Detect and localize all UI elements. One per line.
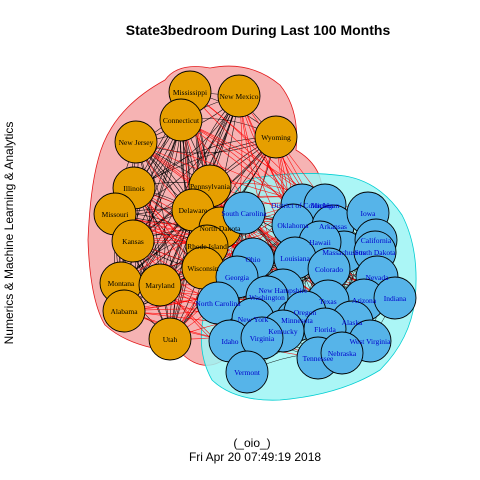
y-axis-label: Numerics & Machine Learning & Analytics	[2, 122, 16, 345]
node-utah	[148, 317, 192, 361]
node-label: Minnesota	[281, 316, 313, 325]
node-vermont	[225, 350, 269, 394]
node-label: Texas	[319, 297, 336, 306]
node-label: South Carolina	[221, 209, 267, 218]
node-label: Kansas	[122, 237, 144, 246]
node-circle	[254, 115, 298, 159]
plot-title: State3bedroom During Last 100 Months	[126, 22, 391, 38]
node-circle	[138, 263, 182, 307]
node-nebraska	[320, 331, 364, 375]
node-label: Missouri	[102, 210, 129, 219]
node-circle	[148, 317, 192, 361]
node-label: Florida	[314, 325, 336, 334]
node-label: District of Columbia	[271, 201, 334, 210]
node-label: Oklahoma	[277, 221, 309, 230]
node-label: South Dakota	[354, 248, 396, 257]
node-label: Georgia	[225, 273, 250, 282]
node-label: Alabama	[110, 307, 138, 316]
node-circle	[217, 74, 261, 118]
node-circle	[111, 219, 155, 263]
node-wyoming	[254, 115, 298, 159]
node-label: New Mexico	[220, 92, 259, 101]
edge	[135, 141, 171, 340]
node-indiana	[373, 276, 417, 320]
node-kansas	[111, 219, 155, 263]
node-label: Alaska	[342, 318, 363, 327]
node-circle	[373, 276, 417, 320]
node-label: Iowa	[361, 209, 377, 218]
node-label: Delaware	[179, 206, 208, 215]
node-circle	[114, 120, 158, 164]
node-label: Virginia	[250, 334, 275, 343]
node-circle	[159, 98, 203, 142]
node-label: Montana	[108, 279, 135, 288]
node-label: Maryland	[145, 281, 174, 290]
node-label: New Hampshire	[259, 286, 309, 295]
node-circle	[320, 331, 364, 375]
sub-label: (_oio_)	[233, 436, 270, 450]
node-label: Nevada	[366, 273, 390, 282]
node-label: Washington	[249, 293, 285, 302]
node-label: Hawaii	[309, 238, 331, 247]
node-new-jersey	[114, 120, 158, 164]
node-circle	[102, 289, 146, 333]
node-label: Ohio	[246, 255, 261, 264]
node-label: North Carolina	[195, 299, 241, 308]
node-label: California	[361, 236, 392, 245]
node-label: Illinois	[123, 184, 144, 193]
node-label: Connecticut	[163, 116, 200, 125]
node-label: New Jersey	[119, 138, 154, 147]
node-label: Pennsylvania	[190, 182, 231, 191]
node-label: Indiana	[384, 294, 407, 303]
node-label: Louisiana	[280, 254, 310, 263]
node-label: Wisconsin	[187, 264, 219, 273]
node-label: Oregon	[294, 308, 317, 317]
node-label: Massachusetts	[322, 248, 365, 257]
node-new-mexico	[217, 74, 261, 118]
node-circle	[225, 350, 269, 394]
node-label: Arkansas	[319, 222, 347, 231]
node-label: Mississippi	[173, 88, 207, 97]
node-layer: Mississippi New Mexico Connecticut New Jers…	[93, 70, 417, 394]
node-label: Idaho	[221, 337, 238, 346]
node-label: Colorado	[315, 265, 343, 274]
node-label: Wyoming	[261, 133, 291, 142]
node-circle	[222, 191, 266, 235]
node-label: Tennessee	[303, 354, 334, 363]
node-label: Vermont	[234, 368, 261, 377]
node-south-carolina	[222, 191, 266, 235]
node-label: Nebraska	[328, 349, 357, 358]
timestamp: Fri Apr 20 07:49:19 2018	[189, 450, 321, 464]
node-alabama	[102, 289, 146, 333]
node-label: West Virginia	[350, 337, 392, 346]
node-maryland	[138, 263, 182, 307]
node-label: Utah	[163, 335, 178, 344]
node-label: Arizona	[352, 296, 377, 305]
node-label: New York	[238, 315, 269, 324]
node-label: Rhode Island	[187, 242, 227, 251]
node-label: Kentucky	[268, 327, 297, 336]
node-label: North Dakota	[199, 224, 241, 233]
node-connecticut	[159, 98, 203, 142]
node-label: Michigan	[311, 201, 340, 210]
